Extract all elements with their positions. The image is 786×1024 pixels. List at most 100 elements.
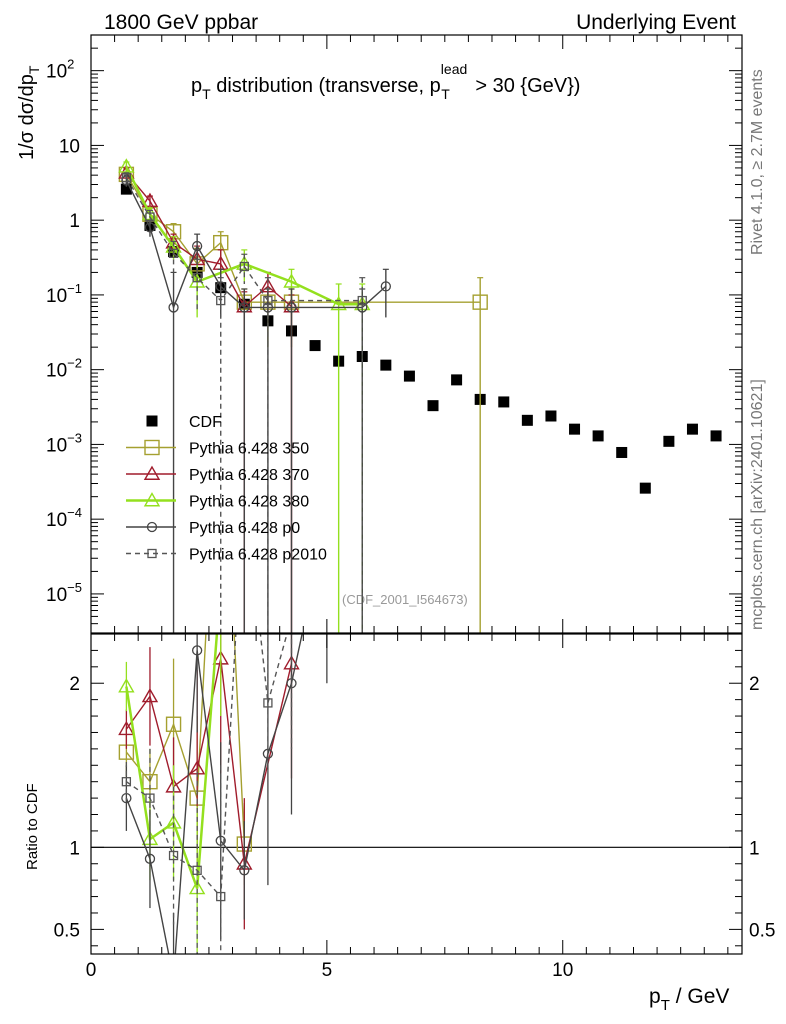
ratio-point bbox=[322, 515, 331, 524]
ratio-point bbox=[141, 687, 159, 703]
legend-marker bbox=[144, 439, 160, 456]
series-line bbox=[125, 180, 387, 310]
ratio-y-tick-label: 2 bbox=[69, 674, 80, 695]
data-point bbox=[262, 302, 274, 313]
legend-item: Pythia 6.428 p0 bbox=[126, 520, 300, 537]
y-tick-label: 10−5 bbox=[46, 580, 82, 606]
data-point bbox=[498, 396, 510, 408]
data-point bbox=[191, 240, 203, 252]
data-point bbox=[216, 295, 226, 306]
main-series-layer bbox=[118, 158, 722, 633]
legend-marker bbox=[147, 548, 157, 559]
ratio-point bbox=[145, 793, 155, 803]
series-line bbox=[125, 172, 292, 308]
ratio-point bbox=[191, 645, 203, 656]
legend-item: Pythia 6.428 350 bbox=[126, 439, 309, 458]
ratio-y-tick-label-right: 1 bbox=[749, 838, 760, 859]
ratio-point bbox=[144, 853, 156, 864]
ratio-ylabel: Ratio to CDF bbox=[24, 783, 41, 870]
ratio-y-tick-label: 0.5 bbox=[54, 920, 80, 941]
data-point bbox=[309, 340, 321, 352]
mcplots-label: mcplots.cern.ch [arXiv:2401.10621] bbox=[749, 379, 766, 630]
data-point bbox=[330, 295, 347, 311]
ratio-line bbox=[125, 634, 288, 899]
data-point bbox=[118, 158, 135, 173]
ratio-point bbox=[263, 698, 273, 708]
data-point bbox=[616, 446, 628, 458]
data-point bbox=[239, 261, 249, 272]
legend-item: Pythia 6.428 p2010 bbox=[126, 547, 327, 564]
legend-item: Pythia 6.428 380 bbox=[126, 492, 309, 511]
data-point bbox=[639, 482, 651, 494]
data-point bbox=[427, 400, 439, 412]
legend-marker bbox=[143, 465, 161, 480]
y-tick-label: 10−4 bbox=[46, 505, 82, 531]
data-point bbox=[569, 423, 581, 435]
header-left: 1800 GeV ppbar bbox=[104, 11, 258, 34]
data-point bbox=[380, 281, 391, 292]
ratio-y-tick-label-right: 2 bbox=[749, 674, 760, 695]
data-point bbox=[239, 302, 250, 313]
data-point bbox=[380, 359, 392, 371]
data-point bbox=[663, 435, 675, 447]
ratio-series-4 bbox=[121, 634, 293, 954]
ratio-point bbox=[169, 974, 178, 983]
data-point bbox=[263, 295, 273, 306]
axes-layer: 10−5 10−4 10−3 10−2 10−1 1 10 102 0 5 10 0.5 0.5 1 1 2 2 bbox=[46, 34, 775, 981]
data-point bbox=[168, 248, 179, 258]
rivet-label: Rivet 4.1.0, ≥ 2.7M events bbox=[749, 69, 766, 255]
ratio-line bbox=[125, 634, 246, 845]
legend-label: Pythia 6.428 p2010 bbox=[189, 547, 327, 564]
ratio-y-tick-label-right: 0.5 bbox=[749, 920, 775, 941]
data-point bbox=[120, 183, 132, 195]
series-2 bbox=[118, 164, 300, 633]
legend-label: CDF bbox=[189, 414, 222, 431]
main-frame bbox=[90, 34, 743, 634]
data-point bbox=[451, 374, 463, 386]
ratio-point bbox=[168, 850, 179, 861]
ratio-point bbox=[165, 716, 182, 732]
legend-marker bbox=[143, 492, 161, 507]
y-tick-label: 1 bbox=[69, 211, 80, 232]
legend-label: Pythia 6.428 370 bbox=[189, 467, 309, 484]
ratio-point bbox=[216, 891, 226, 902]
ratio-frame bbox=[90, 633, 743, 955]
ratio-point bbox=[121, 777, 132, 787]
data-point bbox=[686, 423, 698, 435]
ratio-point bbox=[118, 720, 135, 736]
data-point bbox=[710, 430, 722, 442]
y-tick-label: 10−3 bbox=[46, 430, 82, 456]
data-point bbox=[168, 302, 179, 313]
x-tick-label: 5 bbox=[322, 960, 333, 981]
ratio-point bbox=[239, 865, 250, 876]
y-tick-label: 10−1 bbox=[46, 281, 82, 307]
legend-label: Pythia 6.428 380 bbox=[189, 494, 309, 511]
series-line bbox=[125, 177, 363, 302]
legend-marker bbox=[146, 415, 158, 427]
ratio-point bbox=[192, 865, 202, 875]
x-tick-label: 0 bbox=[86, 960, 97, 981]
data-point bbox=[192, 273, 202, 283]
legend-item: CDF bbox=[146, 414, 222, 431]
legend-item: Pythia 6.428 370 bbox=[126, 465, 309, 484]
data-point bbox=[357, 295, 367, 306]
data-point bbox=[145, 212, 155, 222]
data-point bbox=[283, 273, 300, 288]
main-ylabel: 1/σ dσ/dpT bbox=[16, 65, 42, 160]
ratio-series-layer bbox=[91, 515, 742, 983]
y-tick-label: 10 bbox=[59, 136, 80, 157]
xlabel: pT / GeV bbox=[649, 985, 729, 1014]
y-tick-label: 10−2 bbox=[46, 356, 82, 382]
legend-label: Pythia 6.428 p0 bbox=[189, 520, 300, 537]
ratio-point bbox=[215, 835, 226, 846]
ratio-point bbox=[165, 814, 182, 829]
legend: CDF Pythia 6.428 350 Pythia 6.428 370 Pythi… bbox=[126, 414, 327, 564]
legend-marker bbox=[146, 521, 158, 533]
legend-label: Pythia 6.428 350 bbox=[189, 441, 309, 458]
data-point bbox=[403, 370, 415, 382]
data-point bbox=[545, 410, 557, 422]
data-point bbox=[592, 430, 604, 442]
series-4 bbox=[121, 174, 391, 633]
series-5 bbox=[121, 172, 367, 633]
data-point bbox=[121, 173, 132, 183]
